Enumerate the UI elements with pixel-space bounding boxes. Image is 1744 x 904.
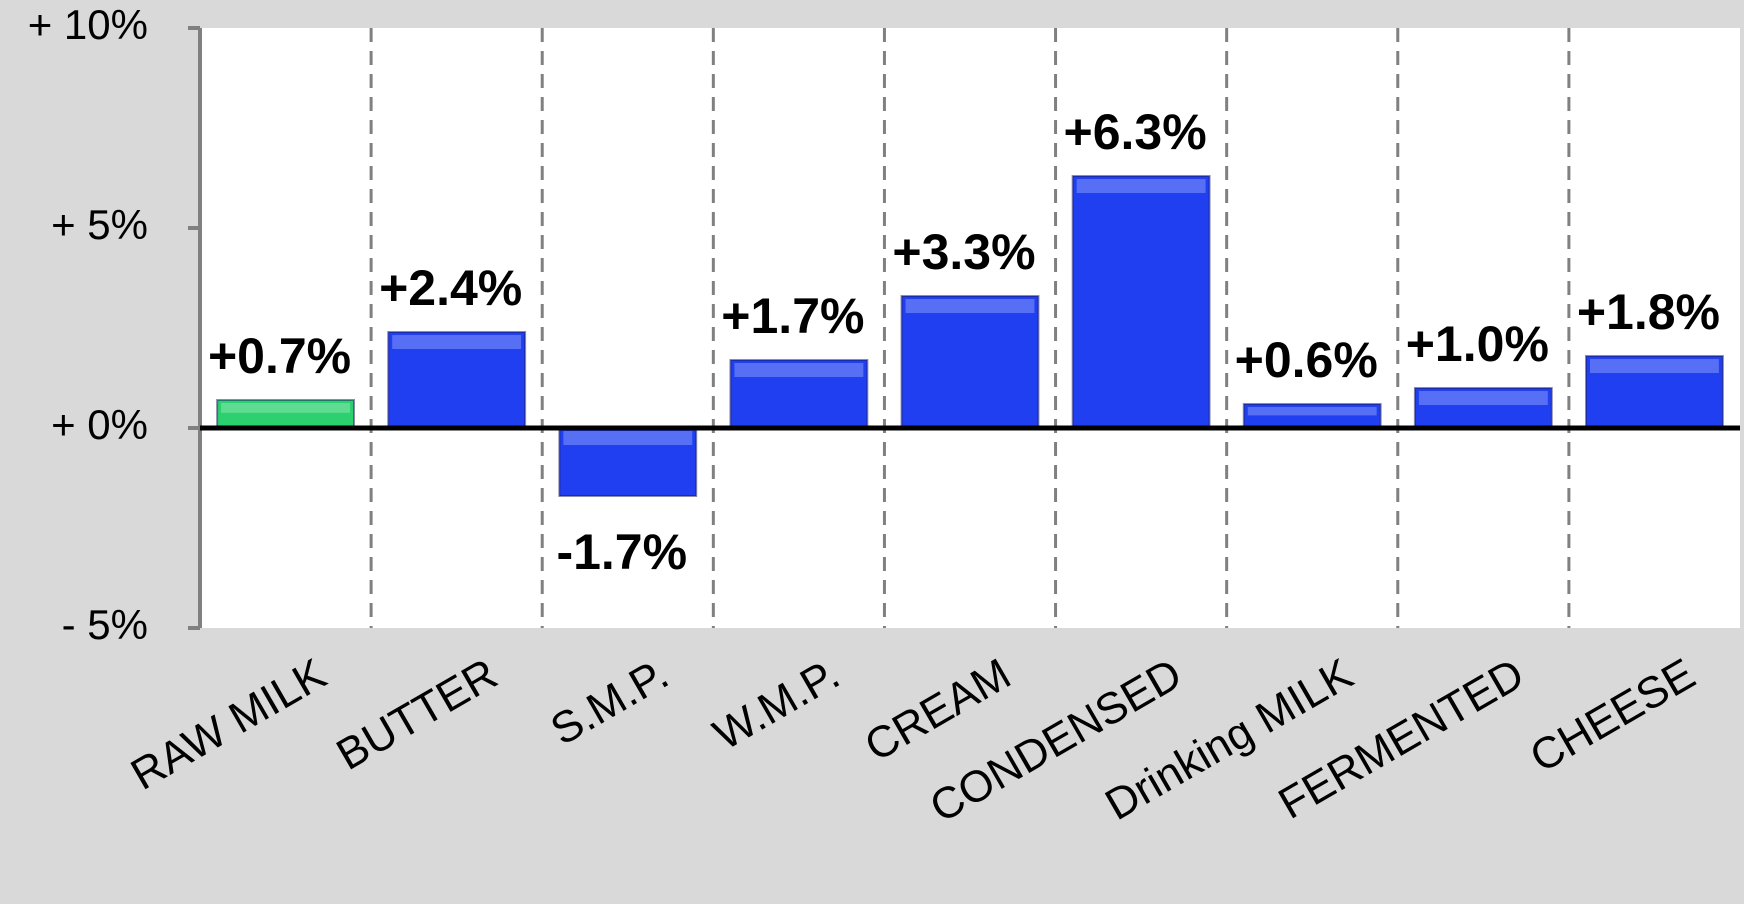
- value-label: -1.7%: [556, 524, 687, 580]
- y-tick-label: - 5%: [62, 601, 148, 648]
- value-label: +0.7%: [208, 328, 351, 384]
- value-label: +3.3%: [892, 224, 1035, 280]
- bar: [1413, 387, 1553, 429]
- y-tick-label: + 5%: [51, 201, 148, 248]
- bar-highlight: [563, 431, 693, 445]
- value-label: +2.4%: [379, 260, 522, 316]
- bar-highlight: [1418, 391, 1548, 405]
- y-tick-label: + 0%: [51, 401, 148, 448]
- value-label: +1.0%: [1406, 316, 1549, 372]
- x-tick-label: W.M.P.: [705, 649, 847, 759]
- value-label: +0.6%: [1235, 332, 1378, 388]
- bar-highlight: [1076, 179, 1206, 193]
- bar-highlight: [1247, 407, 1377, 416]
- value-label: +6.3%: [1064, 104, 1207, 160]
- bar-highlight: [905, 299, 1035, 313]
- bar: [1071, 175, 1211, 429]
- bar-highlight: [734, 363, 864, 377]
- bar-highlight: [221, 403, 350, 413]
- x-tick-label: S.M.P.: [543, 649, 677, 755]
- x-tick-label: RAW MILK: [123, 649, 335, 799]
- value-label: +1.7%: [721, 288, 864, 344]
- x-tick-label: BUTTER: [329, 649, 506, 779]
- value-label: +1.8%: [1577, 284, 1720, 340]
- bar-highlight: [392, 335, 522, 349]
- bar: [900, 295, 1040, 429]
- bar-highlight: [1590, 359, 1719, 373]
- y-tick-label: + 10%: [28, 1, 148, 48]
- bar: [558, 427, 698, 497]
- x-tick-label: CHEESE: [1522, 649, 1703, 782]
- bar: [1585, 355, 1724, 429]
